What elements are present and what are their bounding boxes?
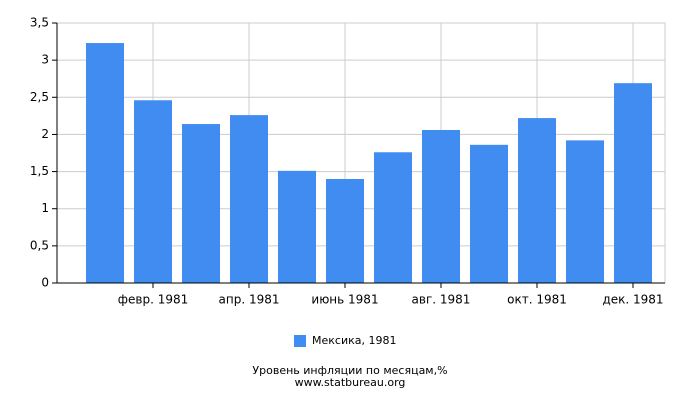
chart-title: Уровень инфляции по месяцам,% xyxy=(252,364,447,377)
bar xyxy=(230,115,268,283)
bar xyxy=(182,124,220,284)
y-tick-label: 2 xyxy=(41,127,49,141)
bar xyxy=(470,144,508,283)
y-tick-label: 0 xyxy=(41,276,49,290)
x-tick-label: авг. 1981 xyxy=(412,293,471,307)
bar xyxy=(614,83,652,284)
bar xyxy=(134,100,172,283)
y-tick-label: 2,5 xyxy=(30,90,49,104)
y-tick-label: 0,5 xyxy=(30,238,49,252)
x-tick-label: февр. 1981 xyxy=(118,293,189,307)
y-tick-label: 3,5 xyxy=(30,16,49,30)
bar xyxy=(374,152,412,283)
bar xyxy=(422,129,460,283)
x-tick-label: июнь 1981 xyxy=(311,293,378,307)
y-tick-label: 3 xyxy=(41,53,49,67)
legend-swatch xyxy=(294,335,306,347)
bar xyxy=(518,118,556,283)
bar xyxy=(278,170,316,283)
x-tick-label: апр. 1981 xyxy=(219,293,280,307)
x-tick-label: окт. 1981 xyxy=(507,293,567,307)
source: www.statbureau.org xyxy=(295,376,406,389)
legend-label: Мексика, 1981 xyxy=(312,334,396,347)
y-tick-label: 1,5 xyxy=(30,164,49,178)
bar xyxy=(566,140,604,283)
bar xyxy=(86,43,124,283)
bar xyxy=(326,179,364,283)
x-tick-label: дек. 1981 xyxy=(602,293,663,307)
y-tick-label: 1 xyxy=(41,201,49,215)
